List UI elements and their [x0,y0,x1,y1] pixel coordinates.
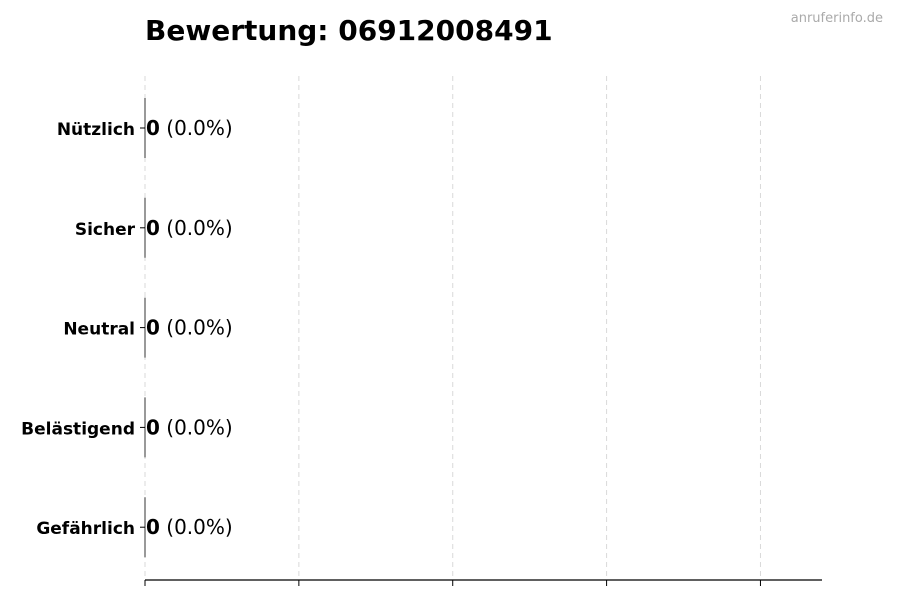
data-label: 0 (0.0%) [146,415,233,439]
percent-label: (0.0%) [160,116,233,140]
category-label: Neutral [63,320,135,340]
percent-label: (0.0%) [160,316,233,340]
category-label: Sicher [75,220,136,240]
percent-label: (0.0%) [160,216,233,240]
category-label: Gefährlich [36,519,135,539]
count-label: 0 [146,216,160,240]
category-label: Belästigend [21,419,135,439]
percent-label: (0.0%) [160,415,233,439]
category-label: Nützlich [57,120,135,140]
data-label: 0 (0.0%) [146,515,233,539]
count-label: 0 [146,316,160,340]
data-label: 0 (0.0%) [146,116,233,140]
watermark: anruferinfo.de [791,11,883,26]
count-label: 0 [146,515,160,539]
chart-title: Bewertung: 06912008491 [145,14,553,47]
data-label: 0 (0.0%) [146,216,233,240]
count-label: 0 [146,116,160,140]
data-label: 0 (0.0%) [146,316,233,340]
count-label: 0 [146,415,160,439]
percent-label: (0.0%) [160,515,233,539]
